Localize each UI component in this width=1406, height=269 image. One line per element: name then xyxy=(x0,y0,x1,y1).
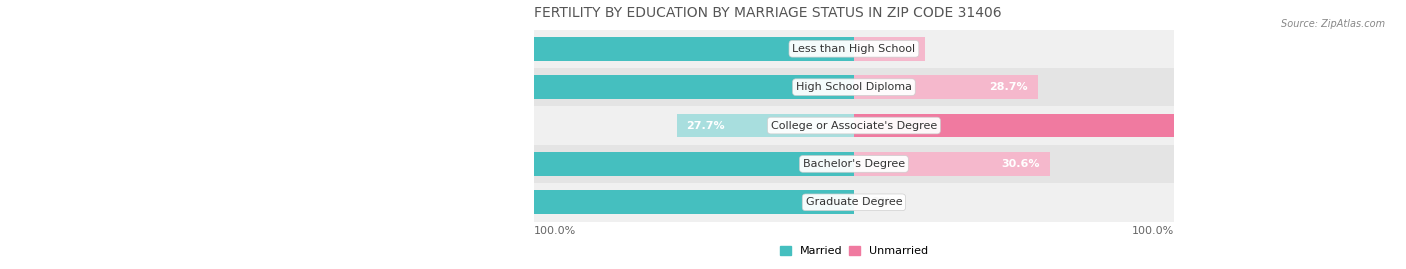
Bar xyxy=(853,152,1050,176)
Text: 27.7%: 27.7% xyxy=(686,121,725,130)
Bar xyxy=(534,183,1174,221)
Text: Bachelor's Degree: Bachelor's Degree xyxy=(803,159,905,169)
Text: 72.3%: 72.3% xyxy=(1268,121,1306,130)
Bar xyxy=(534,30,1174,68)
Text: 30.6%: 30.6% xyxy=(1001,159,1040,169)
Bar xyxy=(534,145,1174,183)
Text: Less than High School: Less than High School xyxy=(793,44,915,54)
Bar xyxy=(853,114,1316,137)
Text: 11.1%: 11.1% xyxy=(877,44,915,54)
Text: 100.0%: 100.0% xyxy=(1132,226,1174,236)
Text: 69.4%: 69.4% xyxy=(419,159,458,169)
Text: 88.9%: 88.9% xyxy=(295,44,333,54)
Bar xyxy=(676,114,853,137)
Text: High School Diploma: High School Diploma xyxy=(796,82,912,92)
Bar xyxy=(534,68,1174,106)
Text: College or Associate's Degree: College or Associate's Degree xyxy=(770,121,936,130)
Text: Source: ZipAtlas.com: Source: ZipAtlas.com xyxy=(1281,19,1385,29)
Text: 71.3%: 71.3% xyxy=(408,82,446,92)
Bar xyxy=(534,106,1174,145)
Bar xyxy=(285,37,853,61)
Text: 100.0%: 100.0% xyxy=(534,226,576,236)
Text: Graduate Degree: Graduate Degree xyxy=(806,197,903,207)
Bar xyxy=(853,75,1038,99)
Text: FERTILITY BY EDUCATION BY MARRIAGE STATUS IN ZIP CODE 31406: FERTILITY BY EDUCATION BY MARRIAGE STATU… xyxy=(534,6,1001,20)
Legend: Married, Unmarried: Married, Unmarried xyxy=(775,242,932,261)
Text: 100.0%: 100.0% xyxy=(224,197,270,207)
Bar xyxy=(411,152,853,176)
Bar xyxy=(214,190,853,214)
Text: 28.7%: 28.7% xyxy=(990,82,1028,92)
Bar xyxy=(398,75,853,99)
Bar xyxy=(853,37,925,61)
Text: 0.0%: 0.0% xyxy=(860,197,891,207)
